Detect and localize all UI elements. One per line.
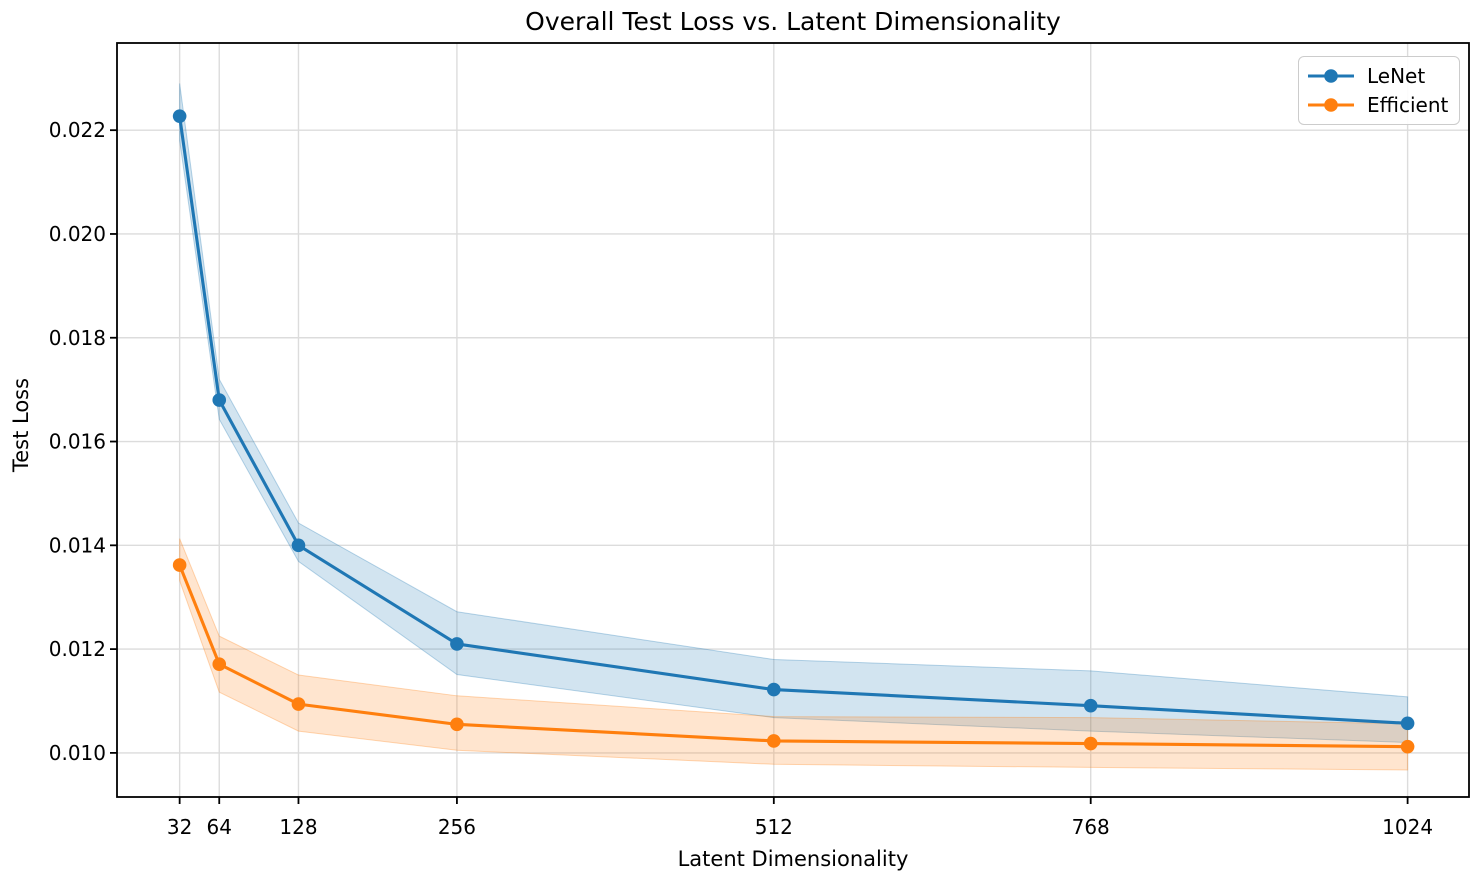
- x-tick-label: 64: [207, 815, 232, 839]
- band-efficient: [179, 538, 1409, 771]
- x-tick-label: 32: [167, 815, 192, 839]
- y-tick-label: 0.012: [49, 637, 106, 661]
- x-tick-label: 768: [1072, 815, 1110, 839]
- marker-efficient: [450, 717, 464, 732]
- x-tick-label: 512: [755, 815, 793, 839]
- y-tick-label: 0.016: [49, 430, 106, 454]
- legend-line-marker-icon: [1308, 98, 1354, 112]
- band-lenet: [179, 83, 1409, 744]
- marker-efficient: [1400, 739, 1415, 754]
- legend-line-marker-icon: [1308, 69, 1354, 83]
- marker-lenet: [1400, 716, 1415, 731]
- x-tick-label: 1024: [1382, 815, 1433, 839]
- legend-item-efficient: Efficient: [1307, 93, 1449, 117]
- y-tick-label: 0.014: [49, 533, 106, 557]
- marker-efficient: [767, 734, 781, 748]
- marker-lenet: [1083, 698, 1098, 713]
- legend-label: LeNet: [1367, 64, 1426, 88]
- marker-efficient: [291, 697, 306, 711]
- y-tick-label: 0.018: [49, 326, 106, 350]
- marker-efficient: [212, 657, 227, 671]
- y-axis-label: Test Loss: [9, 377, 33, 473]
- marker-efficient: [1083, 736, 1098, 751]
- x-axis-label: Latent Dimensionality: [677, 847, 909, 871]
- legend-label: Efficient: [1367, 93, 1449, 117]
- legend-item-lenet: LeNet: [1307, 64, 1449, 88]
- chart-title: Overall Test Loss vs. Latent Dimensional…: [525, 7, 1061, 36]
- y-tick-label: 0.022: [49, 118, 106, 142]
- line-lenet: [178, 114, 1410, 725]
- marker-efficient: [172, 558, 187, 572]
- marker-lenet: [212, 393, 227, 407]
- y-tick-label: 0.020: [49, 222, 106, 246]
- x-tick-label: 256: [438, 815, 476, 839]
- marker-lenet: [291, 538, 306, 553]
- marker-lenet: [450, 637, 464, 651]
- marker-lenet: [767, 682, 781, 697]
- y-tick-label: 0.010: [49, 741, 106, 765]
- axes-spines: [116, 42, 1470, 798]
- marker-lenet: [172, 109, 187, 123]
- legend: LeNet Efficient: [1298, 56, 1460, 125]
- x-tick-label: 128: [279, 815, 317, 839]
